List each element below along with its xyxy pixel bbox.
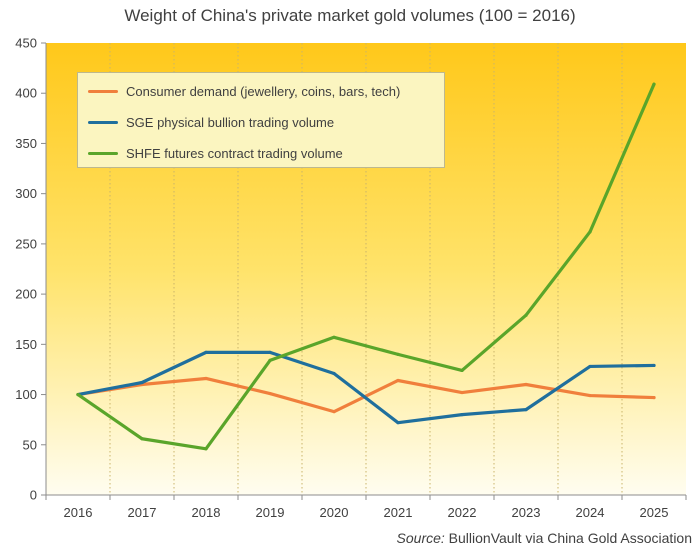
- data-point: [140, 380, 144, 385]
- x-tick-label: 2017: [128, 505, 157, 520]
- legend-item-sge-volume: SGE physical bullion trading volume: [88, 113, 334, 131]
- data-point: [524, 382, 528, 387]
- y-tick-label: 450: [15, 36, 37, 51]
- series-line: [76, 350, 656, 425]
- data-point: [204, 376, 208, 381]
- data-point: [652, 395, 656, 400]
- legend-label: Consumer demand (jewellery, coins, bars,…: [126, 83, 401, 99]
- y-tick-label: 150: [15, 337, 37, 352]
- y-tick-label: 250: [15, 236, 37, 251]
- y-tick-label: 400: [15, 86, 37, 101]
- data-point: [204, 447, 208, 451]
- x-tick-label: 2025: [640, 505, 669, 520]
- legend-swatch-shfe-volume: [88, 151, 118, 155]
- y-tick-label: 100: [15, 387, 37, 402]
- series-shfe-futures-contract-trading-volume: [76, 82, 656, 451]
- legend-item-consumer-demand: Consumer demand (jewellery, coins, bars,…: [88, 82, 400, 100]
- legend-swatch-consumer-demand: [88, 89, 118, 93]
- data-point: [140, 437, 144, 441]
- x-tick-label: 2021: [384, 505, 413, 520]
- x-tick-label: 2023: [512, 505, 541, 520]
- legend-label: SGE physical bullion trading volume: [126, 114, 335, 130]
- legend-label: SHFE futures contract trading volume: [126, 145, 343, 161]
- data-point: [396, 378, 400, 383]
- x-tick-label: 2020: [320, 505, 349, 520]
- data-point: [332, 335, 336, 339]
- legend-swatch-sge-volume: [88, 120, 118, 124]
- legend-item-shfe-volume: SHFE futures contract trading volume: [88, 144, 343, 162]
- y-tick-label: 0: [30, 488, 37, 503]
- source-note: Source: BullionVault via China Gold Asso…: [397, 530, 692, 546]
- data-point: [76, 392, 80, 397]
- data-point: [588, 364, 592, 369]
- y-tick-label: 200: [15, 287, 37, 302]
- x-tick-label: 2024: [576, 505, 605, 520]
- data-point: [268, 358, 272, 363]
- source-text: BullionVault via China Gold Association: [448, 530, 692, 546]
- x-tick-label: 2018: [192, 505, 221, 520]
- data-point: [652, 82, 656, 86]
- data-point: [588, 230, 592, 234]
- data-point: [268, 391, 272, 396]
- data-point: [396, 352, 400, 356]
- data-point: [332, 410, 336, 414]
- series-line: [76, 82, 656, 451]
- y-tick-label: 300: [15, 186, 37, 201]
- data-point: [524, 313, 528, 317]
- data-point: [524, 408, 528, 412]
- y-tick-label: 50: [23, 437, 37, 452]
- data-point: [588, 393, 592, 398]
- source-label: Source:: [396, 530, 445, 546]
- data-point: [268, 350, 272, 354]
- x-tick-label: 2019: [256, 505, 285, 520]
- data-point: [204, 350, 208, 354]
- chart-legend: Consumer demand (jewellery, coins, bars,…: [77, 72, 445, 168]
- data-point: [332, 371, 336, 376]
- y-tick-label: 350: [15, 136, 37, 151]
- data-point: [460, 413, 464, 417]
- data-point: [460, 368, 464, 373]
- x-tick-label: 2016: [64, 505, 93, 520]
- x-tick-label: 2022: [448, 505, 477, 520]
- data-point: [460, 390, 464, 395]
- chart-title: Weight of China's private market gold vo…: [124, 6, 576, 25]
- data-point: [396, 421, 400, 425]
- data-point: [652, 363, 656, 368]
